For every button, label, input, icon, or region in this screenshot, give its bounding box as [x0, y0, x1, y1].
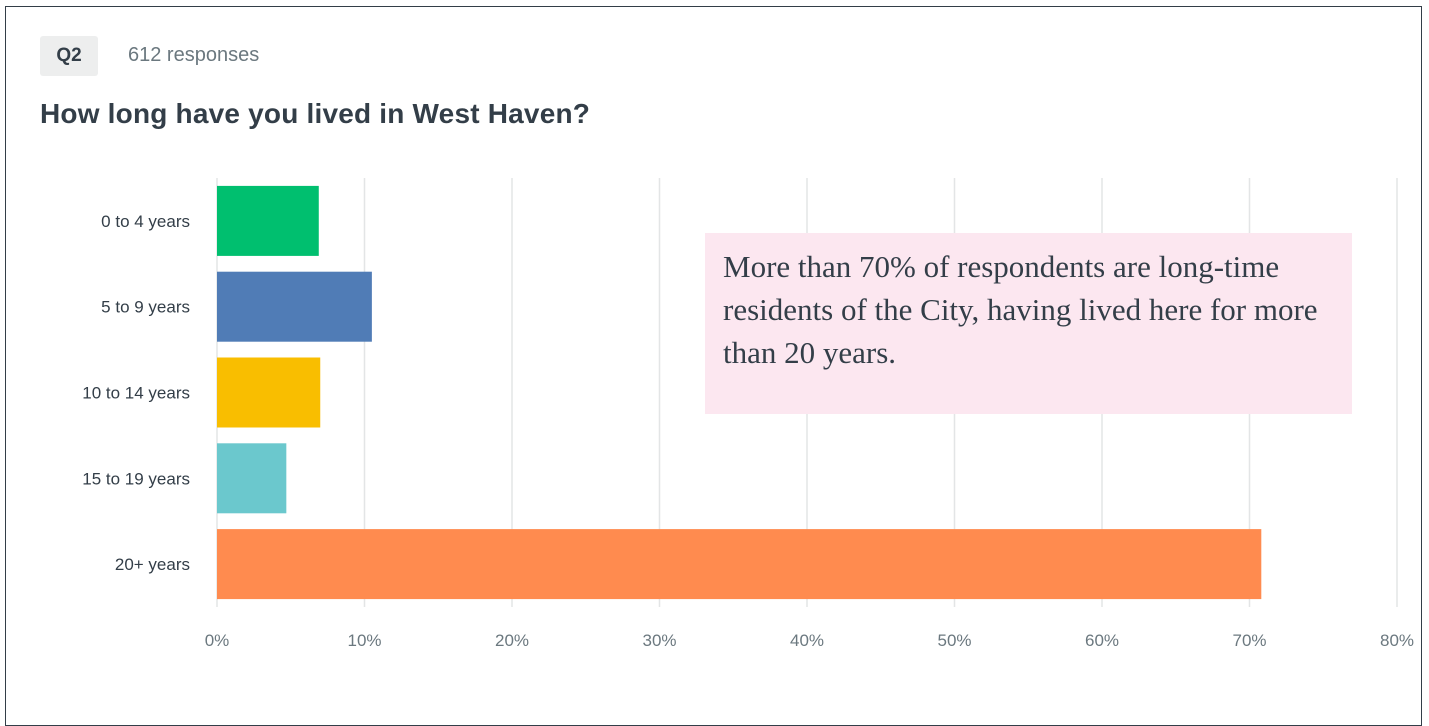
x-tick-label: 50%: [937, 631, 971, 650]
category-label: 20+ years: [115, 555, 190, 574]
bar: [217, 271, 372, 342]
x-tick-label: 40%: [790, 631, 824, 650]
x-tick-label: 70%: [1232, 631, 1266, 650]
response-count: 612 responses: [128, 44, 260, 66]
x-tick-label: 80%: [1380, 631, 1414, 650]
x-tick-label: 30%: [642, 631, 676, 650]
bar: [217, 185, 319, 256]
category-label: 0 to 4 years: [101, 212, 190, 231]
question-number-badge: Q2: [40, 36, 98, 76]
category-label: 15 to 19 years: [82, 469, 190, 488]
bar: [217, 357, 321, 428]
x-tick-label: 20%: [495, 631, 529, 650]
chart-annotation: More than 70% of respondents are long-ti…: [705, 233, 1352, 414]
x-tick-label: 60%: [1085, 631, 1119, 650]
category-label: 5 to 9 years: [101, 298, 190, 317]
bar: [217, 529, 1262, 600]
x-tick-label: 10%: [347, 631, 381, 650]
question-title: How long have you lived in West Haven?: [40, 98, 591, 129]
x-tick-label: 0%: [205, 631, 230, 650]
bar: [217, 443, 287, 514]
category-label: 10 to 14 years: [82, 384, 190, 403]
